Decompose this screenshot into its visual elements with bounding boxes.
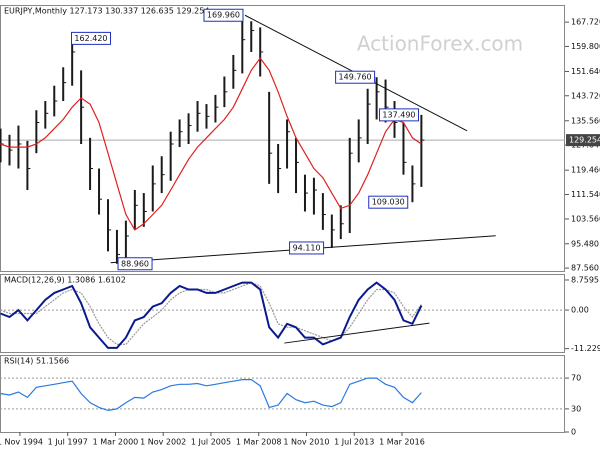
y-tick-label: 135.560 — [571, 116, 600, 125]
annotation-box — [335, 70, 376, 84]
x-tick-label: 1 Jul 1997 — [48, 438, 88, 447]
trend-line — [284, 322, 430, 344]
x-tick-label: 1 Nov 2010 — [283, 438, 329, 447]
y-tick-label: 111.540 — [571, 190, 600, 199]
y-tick-label: 0.00 — [571, 306, 589, 315]
moving-average — [0, 57, 422, 231]
x-tick-label: 1 Nov 2002 — [140, 438, 186, 447]
signal-line — [0, 281, 422, 345]
annotation-box — [203, 8, 244, 22]
x-tick-label: 1 Jul 2005 — [191, 438, 231, 447]
annotation-box — [289, 241, 325, 255]
y-tick-label: -11.2299 — [571, 344, 600, 353]
x-tick-label: 1 Mar 2016 — [379, 438, 425, 447]
annotation-label: 162.420 — [74, 34, 107, 43]
annotation-box — [117, 257, 153, 271]
annotation-box — [368, 195, 409, 209]
y-tick-label: 30 — [571, 404, 581, 413]
current-price-label: 129.254 — [569, 136, 600, 145]
panel-title: MACD(12,26,9) 1.3086 1.6102 — [4, 276, 126, 285]
y-tick-label: 0 — [571, 428, 576, 437]
y-tick-label: 159.800 — [571, 42, 600, 51]
x-tick-label: 1 Nov 1994 — [0, 438, 43, 447]
y-tick-label: 87.560 — [571, 264, 599, 273]
x-tick-label: 1 Mar 2008 — [236, 438, 282, 447]
y-tick-label: 119.460 — [571, 166, 600, 175]
annotation-label: 137.490 — [382, 110, 415, 119]
panel-title: EURJPY,Monthly 127.173 130.337 126.635 1… — [4, 7, 209, 16]
annotation-label: 149.760 — [339, 73, 372, 82]
y-tick-label: 167.720 — [571, 18, 600, 27]
watermark: ActionForex.com — [357, 32, 523, 56]
y-tick-label: 95.480 — [571, 239, 599, 248]
annotation-label: 94.110 — [293, 243, 321, 252]
y-tick-label: 8.7595 — [571, 275, 599, 284]
panel-title: RSI(14) 51.1566 — [4, 357, 69, 366]
annotation-label: 169.960 — [207, 11, 240, 20]
y-tick-label: 103.560 — [571, 214, 600, 223]
y-tick-label: 143.720 — [571, 91, 600, 100]
annotation-label: 88.960 — [121, 259, 149, 268]
rsi-line — [0, 377, 422, 412]
annotation-box — [70, 31, 111, 45]
current-price-box — [566, 134, 600, 147]
annotation-box — [378, 108, 419, 122]
x-tick-label: 1 Mar 2000 — [93, 438, 139, 447]
y-tick-label: 151.640 — [571, 67, 600, 76]
x-tick-label: 1 Jul 2013 — [334, 438, 374, 447]
annotation-label: 109.030 — [372, 198, 405, 207]
macd-line — [0, 281, 423, 349]
y-tick-label: 70 — [571, 374, 581, 383]
